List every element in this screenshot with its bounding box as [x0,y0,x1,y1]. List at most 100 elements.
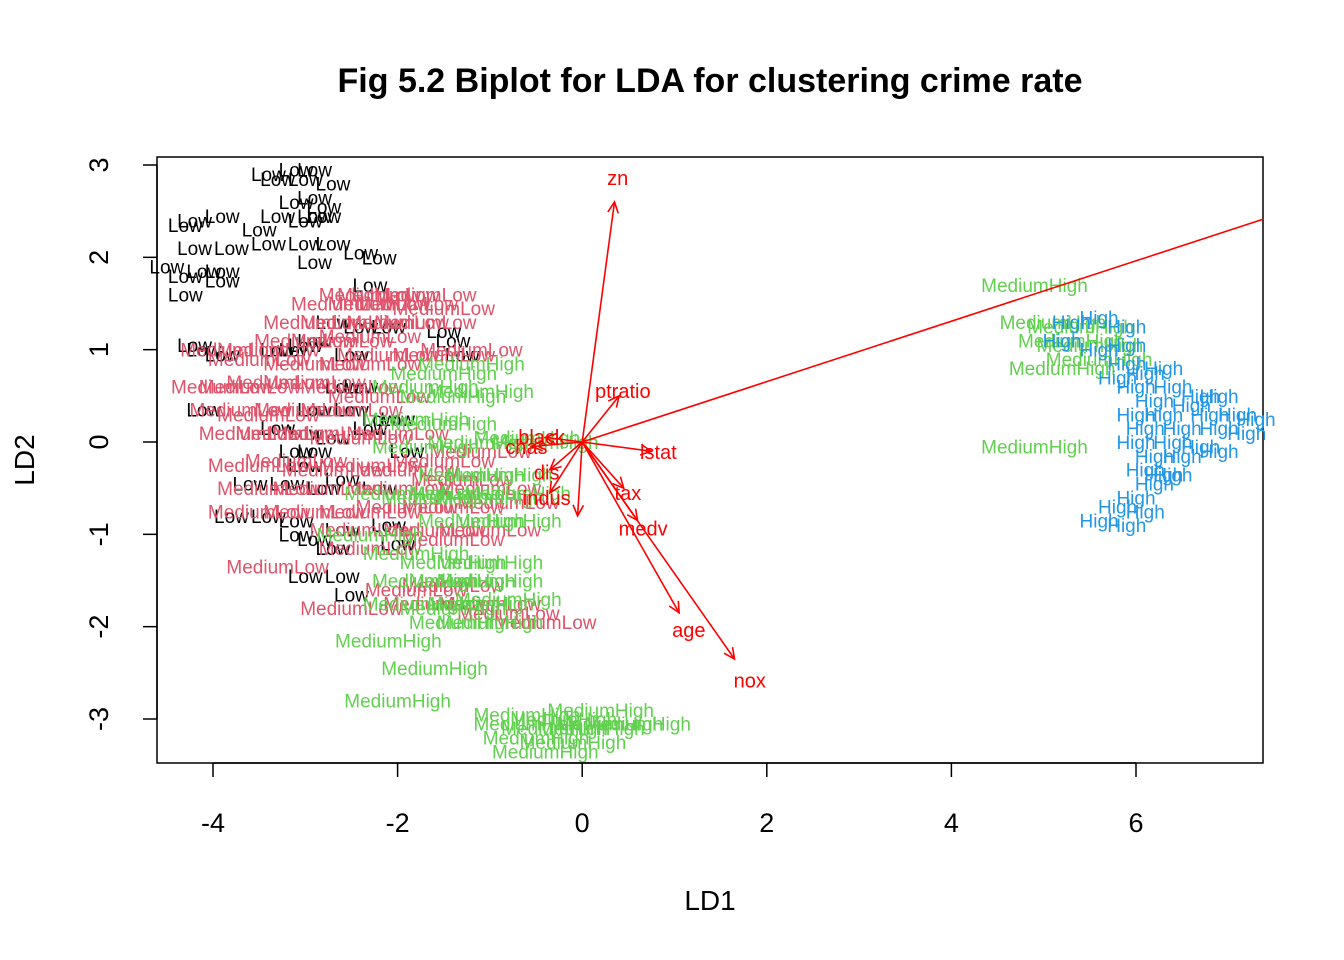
point-label-low: Low [306,198,341,219]
point-label-mediumhigh: MediumHigh [437,553,544,574]
point-label-low: Low [297,188,332,209]
chart-title: Fig 5.2 Biplot for LDA for clustering cr… [338,62,1083,100]
point-label-high: High [1163,419,1202,440]
point-label-low: Low [352,276,387,297]
point-label-low: Low [279,511,314,532]
point-label-mediumlow: MediumLow [199,424,302,445]
point-label-mediumlow: MediumLow [383,595,486,616]
arrow-label-chas: chas [505,437,547,459]
point-label-mediumlow: MediumLow [411,470,514,491]
point-label-low: Low [260,170,295,191]
point-label-high: High [1172,396,1211,417]
point-label-mediumhigh: MediumHigh [538,719,645,740]
point-label-high: High [1135,447,1174,468]
point-label-mediumhigh: MediumHigh [1000,313,1107,334]
point-label-mediumlow: MediumLow [263,502,366,523]
point-label-mediumlow: MediumLow [300,401,403,422]
point-label-high: High [1107,516,1146,537]
x-tick-label: 2 [759,808,774,838]
point-label-mediumlow: MediumLow [337,285,440,306]
loading-arrow [531,441,583,448]
point-label-mediumlow: MediumLow [273,479,376,500]
point-label-high: High [1153,378,1192,399]
point-label-mediumlow: MediumLow [282,461,385,482]
point-label-high: High [1135,475,1174,496]
y-tick-label: -1 [84,522,114,546]
x-tick-label: -2 [386,808,410,838]
point-label-mediumhigh: MediumHigh [427,595,534,616]
point-label-low: Low [306,479,341,500]
point-label-low: Low [288,211,323,232]
point-label-low: Low [168,285,203,306]
point-label-mediumlow: MediumLow [328,295,431,316]
point-label-mediumlow: MediumLow [217,479,320,500]
point-label-mediumlow: MediumLow [319,355,422,376]
point-label-mediumlow: MediumLow [383,521,486,542]
y-axis-label: LD2 [9,434,40,485]
arrow-label-tax: tax [615,483,642,505]
point-label-mediumhigh: MediumHigh [400,553,507,574]
point-label-mediumhigh: MediumHigh [400,387,507,408]
point-label-high: High [1236,410,1275,431]
point-label-mediumlow: MediumLow [300,599,403,620]
point-label-low: Low [316,313,351,334]
point-label-high: High [1153,433,1192,454]
point-label-mediumlow: MediumLow [263,373,366,394]
point-label-high: High [1126,502,1165,523]
point-label-mediumhigh: MediumHigh [409,613,516,634]
point-label-low: Low [445,345,480,366]
arrow-label-indus: indus [523,488,571,510]
point-label-low: Low [306,207,341,228]
point-label-mediumlow: MediumLow [457,493,560,514]
point-label-mediumhigh: MediumHigh [409,484,516,505]
point-label-low: Low [297,401,332,422]
point-label-mediumhigh: MediumHigh [418,465,525,486]
point-label-low: Low [343,244,378,265]
point-label-mediumhigh: MediumHigh [381,488,488,509]
arrow-head [607,394,621,408]
point-label-low: Low [297,442,332,463]
point-label-mediumlow: MediumLow [199,378,302,399]
point-label-high: High [1080,341,1119,362]
point-label-low: Low [297,253,332,274]
arrow-head [607,200,619,214]
y-tick-label: 1 [84,342,114,357]
loading-arrow [576,441,583,516]
point-label-mediumlow: MediumLow [319,456,422,477]
point-label-mediumlow: MediumLow [374,285,477,306]
point-label-mediumhigh: MediumHigh [981,438,1088,459]
point-label-mediumhigh: MediumHigh [363,544,470,565]
point-label-mediumlow: MediumLow [439,521,542,542]
y-tick-label: -2 [84,615,114,639]
point-label-high: High [1181,387,1220,408]
point-label-low: Low [232,475,267,496]
point-label-low: Low [297,161,332,182]
point-label-mediumlow: MediumLow [346,424,449,445]
point-label-mediumlow: MediumLow [328,387,431,408]
point-label-mediumlow: MediumLow [393,451,496,472]
point-label-mediumlow: MediumLow [319,327,422,348]
x-tick-label: 0 [575,808,590,838]
point-label-high: High [1098,368,1137,389]
point-label-mediumlow: MediumLow [429,442,532,463]
point-label-mediumhigh: MediumHigh [363,595,470,616]
point-label-mediumhigh: MediumHigh [1027,318,1134,339]
y-tick-label: -3 [84,707,114,731]
point-label-mediumhigh: MediumHigh [317,525,424,546]
point-label-low: Low [260,419,295,440]
loading-arrow [581,395,620,443]
point-label-mediumhigh: MediumHigh [400,599,507,620]
point-label-low: Low [251,507,286,528]
arrow-head [612,476,625,490]
point-label-mediumhigh: MediumHigh [1037,336,1144,357]
point-label-mediumlow: MediumLow [208,456,311,477]
point-label-low: Low [205,207,240,228]
point-label-mediumhigh: MediumHigh [418,355,525,376]
x-tick-label: -4 [201,808,225,838]
point-label-low: Low [260,341,295,362]
point-label-low: Low [325,521,360,542]
point-label-low: Low [260,207,295,228]
point-label-mediumlow: MediumLow [254,401,357,422]
point-label-mediumhigh: MediumHigh [547,701,654,722]
